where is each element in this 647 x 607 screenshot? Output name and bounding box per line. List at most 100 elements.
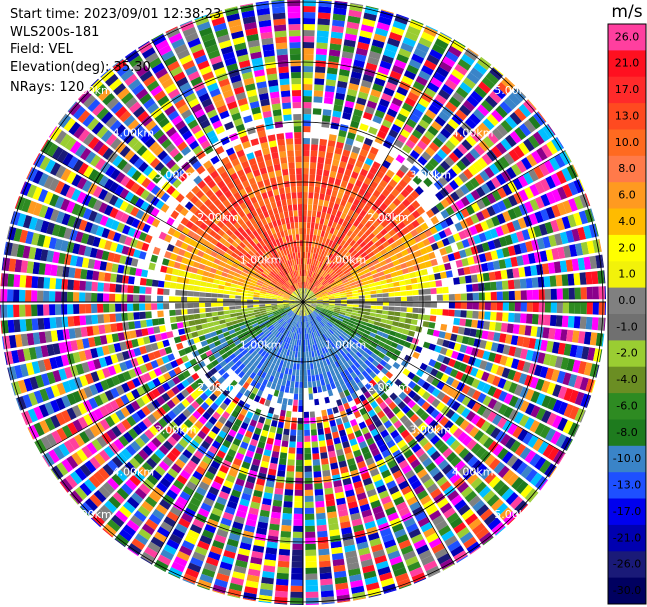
- gate-cell: [533, 225, 542, 238]
- gate-cell: [247, 444, 256, 453]
- gate-cell: [376, 363, 384, 371]
- gate-cell: [557, 246, 566, 259]
- gate-cell: [340, 299, 347, 302]
- gate-cell: [148, 491, 161, 503]
- gate-cell: [123, 331, 131, 340]
- gate-cell: [431, 120, 443, 132]
- gate-cell: [340, 357, 347, 364]
- gate-cell: [329, 300, 335, 302]
- gate-cell: [342, 440, 350, 449]
- gate-cell: [466, 541, 481, 554]
- gate-cell: [465, 346, 473, 355]
- gate-cell: [374, 281, 382, 286]
- gate-cell: [501, 280, 509, 290]
- gate-cell: [556, 302, 563, 314]
- gate-cell: [543, 314, 551, 326]
- gate-cell: [544, 221, 554, 234]
- gate-cell: [446, 397, 456, 408]
- gate-cell: [232, 356, 240, 364]
- gate-cell: [347, 132, 356, 140]
- gate-cell: [316, 296, 323, 299]
- gate-cell: [259, 306, 266, 309]
- gate-cell: [415, 326, 423, 333]
- gate-cell: [313, 280, 319, 286]
- gate-cell: [308, 198, 313, 205]
- gate-cell: [542, 327, 550, 339]
- gate-cell: [390, 341, 398, 349]
- gate-cell: [538, 223, 548, 236]
- gate-cell: [453, 360, 462, 370]
- gate-cell: [389, 444, 399, 454]
- gate-cell: [322, 280, 328, 286]
- gate-cell: [49, 193, 59, 207]
- gate-cell: [512, 219, 522, 231]
- gate-cell: [481, 330, 489, 340]
- gate-cell: [370, 309, 377, 313]
- gate-cell: [300, 346, 303, 352]
- gate-cell: [303, 84, 313, 91]
- gate-cell: [353, 302, 359, 305]
- gate-cell: [163, 281, 171, 288]
- gate-cell: [64, 341, 73, 353]
- gate-cell: [285, 292, 291, 296]
- gate-cell: [189, 239, 197, 247]
- gate-cell: [348, 568, 361, 577]
- gate-cell: [465, 410, 476, 422]
- gate-cell: [379, 202, 388, 211]
- gate-cell: [479, 170, 490, 182]
- gate-cell: [192, 261, 200, 268]
- gate-cell: [454, 460, 466, 472]
- gate-cell: [44, 206, 54, 220]
- gate-cell: [445, 195, 455, 205]
- gate-cell: [313, 288, 319, 294]
- gate-cell: [250, 464, 259, 472]
- gate-cell: [454, 302, 461, 309]
- gate-cell: [319, 236, 324, 243]
- gate-cell: [517, 217, 527, 229]
- gate-cell: [413, 484, 425, 495]
- gate-cell: [204, 421, 214, 430]
- gate-cell: [496, 124, 509, 137]
- gate-cell: [202, 345, 211, 352]
- gate-cell: [518, 267, 526, 278]
- gate-cell: [347, 343, 354, 350]
- gate-cell: [332, 558, 345, 567]
- gate-cell: [26, 261, 34, 274]
- gate-cell: [237, 318, 244, 323]
- gate-cell: [488, 271, 496, 281]
- gate-cell: [314, 84, 324, 91]
- gate-cell: [496, 343, 505, 354]
- gate-cell: [270, 382, 277, 390]
- gate-cell: [353, 262, 360, 268]
- gate-cell: [317, 386, 323, 393]
- gate-cell: [238, 346, 246, 353]
- gate-cell: [167, 410, 177, 420]
- gate-cell: [22, 394, 33, 409]
- gate-cell: [76, 191, 87, 204]
- gate-cell: [297, 309, 301, 316]
- gate-cell: [223, 302, 230, 307]
- gate-cell: [418, 70, 431, 81]
- gate-cell: [316, 274, 321, 281]
- gate-cell: [306, 222, 311, 229]
- gate-cell: [351, 312, 358, 316]
- gate-cell: [518, 504, 529, 515]
- gate-cell: [316, 303, 323, 305]
- gate-cell: [262, 282, 269, 287]
- gate-cell: [283, 298, 290, 300]
- gate-cell: [76, 449, 88, 462]
- gate-cell: [333, 311, 340, 316]
- gate-cell: [341, 397, 348, 405]
- gate-cell: [284, 307, 291, 311]
- gate-cell: [514, 290, 521, 300]
- gate-cell: [208, 445, 218, 455]
- gate-cell: [273, 493, 283, 501]
- gate-cell: [537, 111, 547, 123]
- gate-cell: [416, 216, 425, 225]
- gate-cell: [116, 322, 124, 332]
- gate-cell: [455, 259, 464, 268]
- gate-cell: [136, 409, 147, 420]
- gate-cell: [139, 364, 148, 374]
- gate-cell: [351, 290, 359, 294]
- gate-cell: [382, 306, 389, 311]
